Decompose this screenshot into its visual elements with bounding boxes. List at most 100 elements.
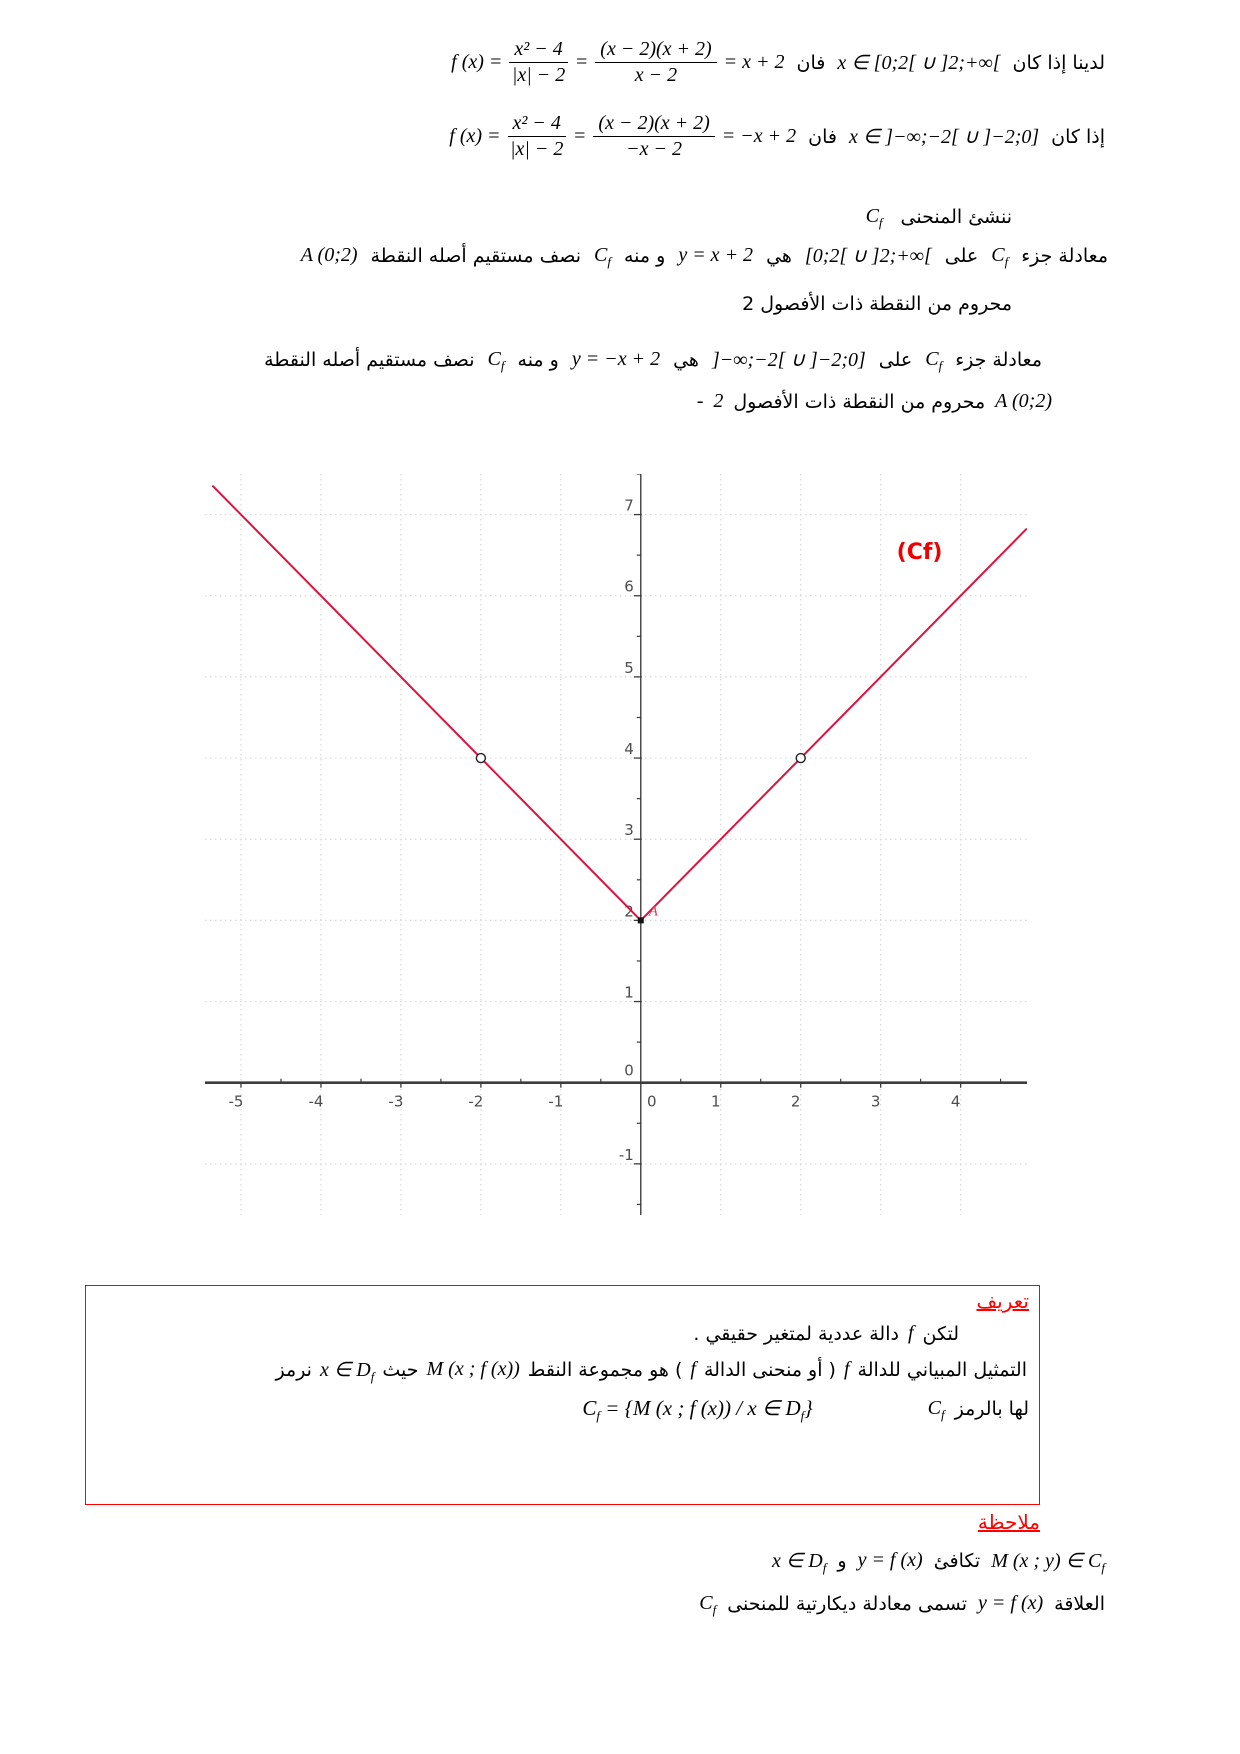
m-point-symbol: M (x ; f (x))	[426, 1358, 520, 1380]
f-symbol: f	[843, 1358, 850, 1380]
para2-on-text: على	[878, 348, 913, 371]
y-tick-label: -1	[619, 1146, 634, 1164]
y-tick-label: 4	[624, 740, 634, 758]
note-line1: M (x ; y) ∈ Cf تكافئ y = f (x) و x ∈ Df	[771, 1548, 1105, 1575]
note-heading: ملاحظة	[977, 1510, 1040, 1534]
given-case-1-line: لدينا إذا كان x ∈ [0;2[ ∪ ]2;+∞[ فان f (…	[451, 38, 1105, 87]
excluded-point	[795, 752, 806, 764]
cf-curve-right-branch	[639, 528, 1028, 922]
para2-point-a: A (0;2)	[995, 390, 1052, 412]
note-and-text: و	[837, 1549, 847, 1572]
def-by-symbol-text: لها بالرمز	[954, 1397, 1029, 1420]
para2-equation: y = −x + 2	[571, 348, 661, 370]
para1-hence-text: و منه	[624, 244, 666, 267]
construct-text: ننشئ المنحنى	[900, 205, 1012, 228]
para1-interval: [0;2[ ∪ ]2;+∞[	[804, 245, 932, 267]
note-line2: العلاقة y = f (x) تسمى معادلة ديكارتية ل…	[699, 1592, 1105, 1617]
paragraph1-line2: محروم من النقطة ذات الأفصول 2	[742, 293, 1012, 315]
case2-then-word: فان	[808, 125, 837, 148]
vertex-point	[637, 917, 644, 924]
def-or-curve-text: ( أو منحنى الدالة	[703, 1358, 836, 1381]
para2-halfline-text: نصف مستقيم أصله النقطة	[264, 348, 475, 371]
y-tick-label: 5	[624, 659, 634, 677]
definition-box: تعريف لتكن f دالة عددية لمتغير حقيقي . ا…	[85, 1285, 1040, 1505]
para2-interval: ]−∞;−2[ ∪ ]−2;0]	[711, 349, 866, 371]
cf-symbol: Cf	[991, 244, 1009, 269]
equals-sign: =	[574, 51, 589, 73]
cf-symbol: Cf	[487, 348, 505, 373]
para2-deprived-text: محروم من النقطة ذات الأفصول	[733, 390, 986, 413]
cf-curve-plot: -5 -4 -3 -2 -1 0 1 2 3 4 -1 0 1 2 3 4 5 6 7 A (Cf)	[205, 473, 1028, 1215]
x-tick-label: 1	[711, 1093, 721, 1111]
para2-hence-text: و منه	[517, 348, 559, 371]
def-set-of-points-text: ) هو مجموعة النقط	[527, 1358, 683, 1381]
x-tick-label: -2	[468, 1093, 483, 1111]
x-tick-label: 0	[647, 1093, 657, 1111]
x-tick-label: -4	[308, 1093, 323, 1111]
y-tick-label: 0	[624, 1062, 634, 1080]
def-where-text: حيث	[382, 1358, 419, 1381]
definition-heading: تعريف	[976, 1289, 1029, 1313]
definition-line3: لها بالرمز Cf Cf = {M (x ; f (x)) / x ∈ …	[86, 1396, 1029, 1422]
cf-symbol: Cf	[865, 205, 883, 230]
y-tick-label: 7	[624, 497, 634, 515]
note-equivalent-text: تكافئ	[933, 1549, 981, 1572]
y-tick-label: 2	[624, 902, 634, 920]
f-symbol: f	[907, 1322, 914, 1344]
equals-sign: =	[572, 125, 587, 147]
x-tick-label: -5	[228, 1093, 243, 1111]
m-in-cf-symbol: M (x ; y) ∈ Cf	[991, 1550, 1105, 1575]
y-equals-fx-symbol: y = f (x)	[857, 1549, 923, 1571]
def-we-denote-text: نرمز	[275, 1358, 312, 1381]
para2-eq-part-text: معادلة جزء	[955, 348, 1042, 371]
x-tick-label: 3	[871, 1093, 881, 1111]
fraction-2: (x − 2)(x + 2) −x − 2	[593, 112, 715, 161]
para2-minus-sign: -	[696, 390, 704, 412]
y-tick-label: 1	[624, 984, 634, 1002]
note-cartesian-eq-text: تسمى معادلة ديكارتية للمنحنى	[727, 1592, 968, 1615]
paragraph1-line1: معادلة جزء Cf على [0;2[ ∪ ]2;+∞[ هي y = …	[301, 243, 1108, 268]
para1-on-text: على	[944, 244, 979, 267]
given-case-2-line: إذا كان x ∈ ]−∞;−2[ ∪ ]−2;0] فان f (x) =…	[449, 112, 1105, 161]
x-tick-label: -3	[388, 1093, 403, 1111]
formula-lhs: f (x) =	[449, 125, 501, 147]
cf-symbol: Cf	[699, 1592, 717, 1617]
function-graph: -5 -4 -3 -2 -1 0 1 2 3 4 -1 0 1 2 3 4 5 6 7 A (Cf)	[205, 473, 1028, 1215]
case2-condition: x ∈ ]−∞;−2[ ∪ ]−2;0]	[849, 126, 1040, 148]
definition-line1: لتكن f دالة عددية لمتغير حقيقي .	[86, 1322, 959, 1345]
para2-abscissa-number: 2	[713, 390, 724, 412]
formula-rhs: = x + 2	[723, 51, 785, 73]
y-equals-fx-symbol: y = f (x)	[978, 1592, 1044, 1614]
para1-deprived-text: محروم من النقطة ذات الأفصول 2	[742, 293, 1012, 315]
formula-lhs: f (x) =	[451, 51, 503, 73]
excluded-point	[475, 752, 487, 764]
para1-eq-part-text: معادلة جزء	[1021, 244, 1108, 267]
construct-curve-line: ننشئ المنحنى Cf	[865, 205, 1012, 230]
para2-is-text: هي	[673, 348, 699, 371]
fraction-1: x² − 4 |x| − 2	[507, 112, 566, 161]
vertex-label: A	[648, 903, 659, 919]
formula-rhs: = −x + 2	[721, 125, 797, 147]
cf-symbol: Cf	[594, 244, 611, 269]
case1-formula: f (x) = x² − 4 |x| − 2 = (x − 2)(x + 2) …	[451, 38, 784, 87]
y-tick-label: 6	[624, 578, 634, 596]
paragraph2-line2: A (0;2) محروم من النقطة ذات الأفصول 2 -	[697, 390, 1052, 413]
x-tick-label: -1	[548, 1093, 563, 1111]
para1-point-a: A (0;2)	[300, 244, 358, 266]
case1-then-word: فان	[796, 51, 826, 74]
curve-name-label: (Cf)	[897, 540, 943, 565]
case2-formula: f (x) = x² − 4 |x| − 2 = (x − 2)(x + 2) …	[449, 112, 796, 161]
x-in-df-symbol: x ∈ Df	[319, 1359, 375, 1384]
para1-equation: y = x + 2	[678, 244, 754, 266]
cf-symbol: Cf	[925, 348, 943, 373]
cf-symbol: Cf	[927, 1397, 945, 1422]
def-function-text: دالة عددية لمتغير حقيقي .	[693, 1322, 899, 1345]
x-in-df-symbol: x ∈ Df	[771, 1550, 827, 1575]
case1-intro-text: لدينا إذا كان	[1012, 51, 1105, 74]
f-symbol: f	[690, 1358, 696, 1380]
cf-curve-left-branch	[211, 485, 642, 922]
x-tick-label: 2	[791, 1093, 801, 1111]
fraction-1: x² − 4 |x| − 2	[509, 38, 568, 87]
para1-is-text: هي	[766, 244, 792, 267]
